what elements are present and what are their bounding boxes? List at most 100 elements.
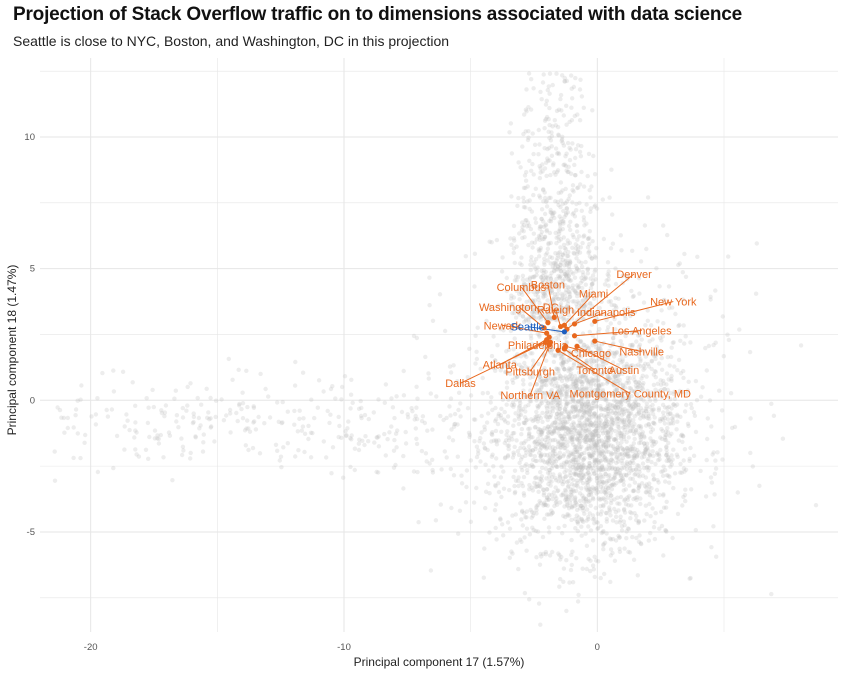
background-point xyxy=(598,382,604,387)
background-point xyxy=(588,466,594,471)
background-point xyxy=(466,430,472,435)
background-point xyxy=(528,375,533,380)
background-point xyxy=(252,419,257,424)
background-point xyxy=(596,383,601,388)
background-point xyxy=(577,418,582,423)
background-point xyxy=(584,438,589,443)
background-point xyxy=(569,408,574,414)
background-point xyxy=(667,411,673,417)
background-point xyxy=(297,416,302,421)
background-point xyxy=(487,239,492,244)
background-point xyxy=(532,425,538,430)
background-point xyxy=(560,443,565,448)
background-point xyxy=(645,445,650,450)
background-point xyxy=(586,394,592,399)
background-point xyxy=(720,314,725,319)
background-point xyxy=(598,445,603,450)
background-point xyxy=(193,435,198,440)
background-point xyxy=(556,251,561,256)
background-point xyxy=(624,445,630,451)
background-point xyxy=(564,389,570,395)
background-point xyxy=(631,488,637,493)
background-point xyxy=(626,448,631,454)
background-point xyxy=(573,155,578,161)
background-point xyxy=(655,319,660,324)
background-point xyxy=(578,379,584,384)
background-point xyxy=(563,394,568,399)
background-point xyxy=(559,442,564,447)
background-point xyxy=(637,342,643,347)
background-point xyxy=(448,370,454,375)
background-point xyxy=(548,438,553,443)
background-point xyxy=(570,245,575,250)
background-point xyxy=(606,485,611,490)
background-point xyxy=(621,410,626,415)
background-point xyxy=(541,268,547,273)
background-point xyxy=(593,414,599,419)
background-point xyxy=(549,130,554,135)
background-point xyxy=(521,441,526,446)
background-point xyxy=(632,377,637,382)
background-point xyxy=(669,462,674,467)
background-point xyxy=(561,566,567,571)
background-point xyxy=(588,206,594,211)
background-point xyxy=(191,411,196,416)
background-point xyxy=(626,471,632,476)
background-point xyxy=(552,430,557,435)
background-point xyxy=(636,344,642,349)
background-point xyxy=(657,526,662,531)
background-point xyxy=(570,200,575,205)
background-point xyxy=(515,374,520,379)
background-point xyxy=(634,405,639,410)
background-point xyxy=(522,360,527,366)
background-point xyxy=(533,475,538,481)
background-point xyxy=(666,473,671,478)
background-point xyxy=(721,354,726,359)
background-point xyxy=(517,312,522,317)
background-point xyxy=(558,314,563,319)
background-point xyxy=(637,432,643,438)
background-point xyxy=(493,484,498,489)
background-point xyxy=(542,118,548,123)
background-point xyxy=(277,458,282,463)
background-point xyxy=(676,357,682,363)
background-point xyxy=(609,419,614,424)
background-point xyxy=(548,413,553,418)
focus-city-point xyxy=(561,329,568,335)
background-point xyxy=(575,143,581,148)
background-point xyxy=(511,295,517,300)
background-point xyxy=(622,523,627,528)
background-point xyxy=(496,489,502,495)
background-point xyxy=(639,541,644,547)
background-point xyxy=(602,421,607,426)
background-point xyxy=(560,425,565,430)
background-point xyxy=(564,460,570,465)
background-point xyxy=(544,98,549,104)
background-point xyxy=(356,447,362,453)
background-point xyxy=(572,466,577,471)
background-point xyxy=(557,221,563,226)
background-point xyxy=(540,280,545,286)
background-point xyxy=(601,502,606,508)
background-point xyxy=(568,322,573,328)
background-point xyxy=(576,259,582,264)
background-point xyxy=(637,431,642,436)
background-point xyxy=(477,439,482,444)
background-point xyxy=(568,278,574,283)
background-point xyxy=(682,251,687,257)
background-point xyxy=(595,430,600,436)
background-point xyxy=(580,493,585,498)
background-point xyxy=(536,426,541,432)
background-point xyxy=(573,495,578,500)
background-point xyxy=(643,354,648,359)
background-point xyxy=(560,425,566,431)
background-point xyxy=(539,400,544,406)
background-point xyxy=(572,426,578,431)
background-point xyxy=(769,401,774,406)
background-point xyxy=(680,433,686,438)
background-point xyxy=(552,261,557,266)
background-point xyxy=(584,221,589,226)
background-point xyxy=(614,520,619,525)
background-point xyxy=(580,415,585,420)
background-point xyxy=(576,284,581,290)
